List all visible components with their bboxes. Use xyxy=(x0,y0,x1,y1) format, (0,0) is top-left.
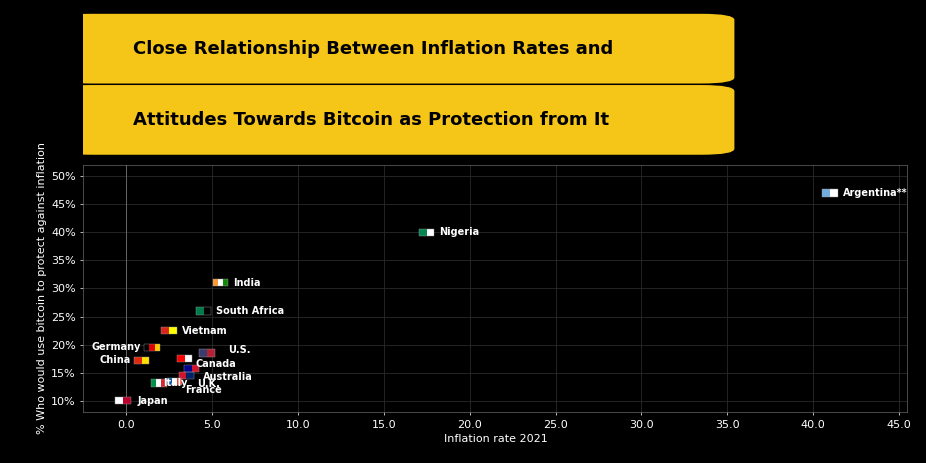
X-axis label: Inflation rate 2021: Inflation rate 2021 xyxy=(444,434,547,444)
Text: U.K.: U.K. xyxy=(197,379,220,389)
Bar xyxy=(183,364,199,372)
Bar xyxy=(155,344,160,351)
Bar xyxy=(183,364,192,372)
Bar xyxy=(134,357,149,364)
Text: Australia: Australia xyxy=(203,372,253,382)
Bar xyxy=(831,189,838,197)
Bar xyxy=(177,355,193,363)
Bar xyxy=(204,307,211,314)
Bar xyxy=(151,379,167,387)
Bar xyxy=(161,327,169,334)
Bar xyxy=(144,344,149,351)
Bar xyxy=(184,355,193,363)
Bar xyxy=(167,377,171,385)
Text: France: France xyxy=(185,385,222,394)
Text: Attitudes Towards Bitcoin as Protection from It: Attitudes Towards Bitcoin as Protection … xyxy=(132,111,609,129)
Bar xyxy=(177,377,182,385)
Bar xyxy=(207,350,215,357)
Bar xyxy=(123,397,131,405)
Bar xyxy=(213,279,229,287)
Bar xyxy=(134,357,142,364)
Bar xyxy=(179,372,194,379)
Bar xyxy=(171,377,177,385)
Text: Vietnam: Vietnam xyxy=(182,325,228,336)
Text: U.S.: U.S. xyxy=(229,345,251,355)
Bar xyxy=(161,327,177,334)
Bar xyxy=(219,279,223,287)
Bar xyxy=(186,372,194,379)
Text: Nigeria: Nigeria xyxy=(440,227,480,237)
Bar xyxy=(199,350,215,357)
Bar xyxy=(427,229,434,236)
Bar xyxy=(115,397,131,405)
Bar xyxy=(142,357,149,364)
Bar xyxy=(419,229,434,236)
Bar xyxy=(144,344,160,351)
Text: South Africa: South Africa xyxy=(217,306,284,316)
Text: Canada: Canada xyxy=(195,359,236,369)
Bar xyxy=(179,372,186,379)
Bar xyxy=(167,377,182,385)
Bar xyxy=(213,279,219,287)
Text: China: China xyxy=(99,356,131,365)
FancyBboxPatch shape xyxy=(58,14,734,83)
Bar xyxy=(199,350,207,357)
Text: Germany: Germany xyxy=(92,343,141,352)
Bar xyxy=(822,189,838,197)
Bar xyxy=(822,189,831,197)
Bar xyxy=(156,379,161,387)
Bar xyxy=(161,379,167,387)
Bar xyxy=(169,327,177,334)
Bar xyxy=(151,379,156,387)
Bar xyxy=(223,279,229,287)
Text: Italy: Italy xyxy=(163,378,188,388)
Text: Argentina**: Argentina** xyxy=(843,188,907,198)
Bar xyxy=(195,307,211,314)
Text: Close Relationship Between Inflation Rates and: Close Relationship Between Inflation Rat… xyxy=(132,40,613,58)
Bar xyxy=(195,307,204,314)
Text: Japan: Japan xyxy=(137,396,168,406)
Bar xyxy=(149,344,155,351)
Bar xyxy=(177,355,184,363)
Y-axis label: % Who would use bitcoin to protect against inflation: % Who would use bitcoin to protect again… xyxy=(37,143,47,434)
Bar xyxy=(192,364,199,372)
Text: India: India xyxy=(233,278,261,288)
Bar xyxy=(419,229,427,236)
Bar xyxy=(115,397,123,405)
FancyBboxPatch shape xyxy=(58,85,734,155)
